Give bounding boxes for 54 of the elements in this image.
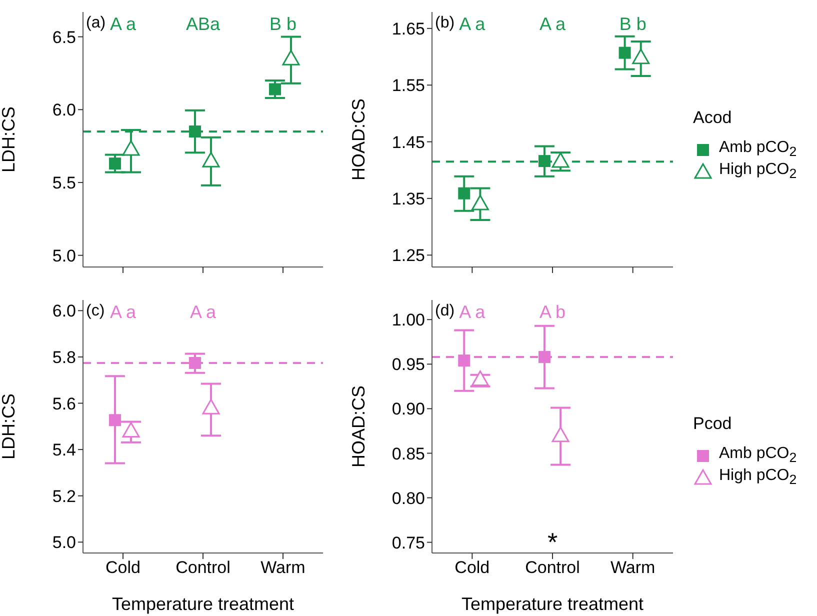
y-tick-label: 5.4 <box>52 440 76 460</box>
y-tick-label: 0.95 <box>392 355 425 374</box>
x-tick-label: Warm <box>610 558 656 578</box>
y-tick-label: 6.0 <box>52 302 76 321</box>
y-tick-label: 5.5 <box>52 174 76 193</box>
x-tick-label: Warm <box>260 558 306 578</box>
x-tick-label: Control <box>525 558 580 578</box>
x-tick-label: Control <box>176 558 230 578</box>
chart-title: (d) <box>435 302 455 320</box>
y-tick-label: 6.0 <box>52 100 76 120</box>
y-tick-label: 1.00 <box>392 310 425 330</box>
y-tick-label: 5.0 <box>52 533 76 552</box>
y-tick-label: 5.6 <box>52 394 76 414</box>
annotation: A a <box>539 14 566 34</box>
legend-label: High pCO$_{2}$ <box>719 160 797 182</box>
annotation: A a <box>190 302 217 322</box>
y-tick-label: 1.55 <box>392 76 425 96</box>
x-axis-title: Temperature treatment <box>112 594 294 614</box>
annotation: ABa <box>186 14 221 34</box>
chart-title: (a) <box>86 14 106 32</box>
legend-label: Amb pCO$_{2}$ <box>719 138 797 160</box>
y-tick-label: 1.45 <box>392 132 425 152</box>
chart-title: (c) <box>86 302 105 320</box>
y-axis-title: HOAD:CS <box>348 385 368 468</box>
y-tick-label: 5.8 <box>52 348 76 367</box>
annotation: B b <box>619 14 646 34</box>
legend-label: Amb pCO$_{2}$ <box>719 444 797 466</box>
y-tick-label: 1.35 <box>392 189 425 208</box>
y-axis-title: HOAD:CS <box>348 98 368 181</box>
annotation: A b <box>539 302 566 322</box>
chart-title: (b) <box>435 14 455 32</box>
annotation: A a <box>459 302 486 322</box>
y-tick-label: 0.85 <box>392 444 425 464</box>
legend-title: Acod <box>693 108 733 128</box>
legend-label: High pCO$_{2}$ <box>719 466 797 488</box>
y-axis-title: LDH:CS <box>0 106 18 173</box>
y-tick-label: 5.0 <box>52 246 76 266</box>
y-tick-label: 0.80 <box>392 488 425 508</box>
annotation: A a <box>459 14 486 34</box>
x-tick-label: Cold <box>106 558 140 578</box>
legend-title: Pcod <box>693 414 733 434</box>
x-tick-label: Cold <box>454 558 490 578</box>
y-tick-label: 0.90 <box>392 400 425 419</box>
y-tick-label: 5.2 <box>52 486 76 506</box>
x-axis-title: Temperature treatment <box>461 594 644 614</box>
annotation: B b <box>269 14 297 34</box>
y-tick-label: 0.75 <box>392 533 425 552</box>
annotation: A a <box>110 14 137 34</box>
y-tick-label: 1.65 <box>392 19 425 38</box>
annotation: * <box>547 526 558 557</box>
y-tick-label: 1.25 <box>392 246 425 266</box>
annotation: A a <box>110 302 137 322</box>
y-tick-label: 6.5 <box>52 28 76 47</box>
y-axis-title: LDH:CS <box>0 393 18 460</box>
